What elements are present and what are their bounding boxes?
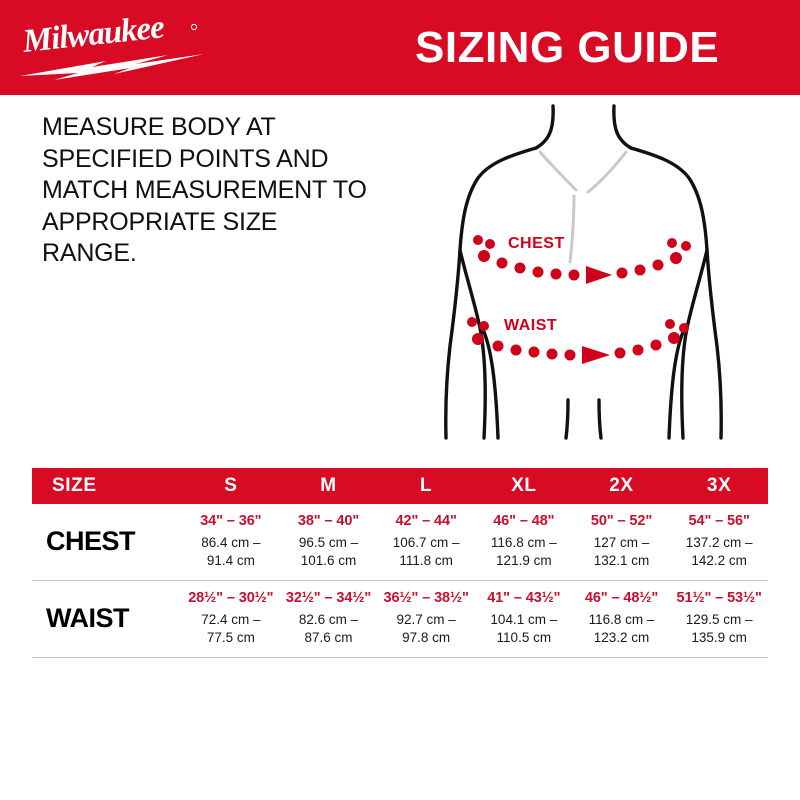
row-label-chest: CHEST: [46, 525, 136, 556]
chest-cm-l: 106.7 cm – 111.8 cm: [392, 534, 460, 568]
chest-inches-l: 42" – 44": [395, 513, 457, 529]
waist-inches-s: 28½" – 30½": [188, 590, 274, 606]
column-header-xl: XL: [511, 475, 537, 496]
chest-cell-l: 42" – 44" 106.7 cm – 111.8 cm: [377, 512, 475, 570]
instruction-text: MEASURE BODY AT SPECIFIED POINTS AND MAT…: [42, 113, 367, 267]
page-title: SIZING GUIDE: [415, 22, 720, 72]
table-row: CHEST 34" – 36" 86.4 cm – 91.4 cm 38" – …: [32, 504, 768, 581]
waist-cell-2x: 46" – 48½" 116.8 cm – 123.2 cm: [573, 589, 671, 647]
column-header-size: SIZE: [52, 475, 97, 496]
waist-band: WAIST: [467, 317, 689, 364]
chest-cell-xl: 46" – 48" 116.8 cm – 121.9 cm: [475, 512, 573, 570]
column-header-l: L: [420, 475, 433, 496]
column-header-3x: 3X: [706, 475, 732, 496]
chest-cell-3x: 54" – 56" 137.2 cm – 142.2 cm: [670, 512, 768, 570]
waist-cm-m: 82.6 cm – 87.6 cm: [298, 611, 359, 645]
page-header: Milwaukee SIZING GUIDE: [0, 0, 800, 95]
waist-cell-xl: 41" – 43½" 104.1 cm – 110.5 cm: [475, 589, 573, 647]
waist-inches-xl: 41" – 43½": [487, 590, 561, 606]
chest-band-label: CHEST: [508, 235, 565, 252]
milwaukee-logo: Milwaukee: [18, 14, 208, 82]
chest-cell-s: 34" – 36" 86.4 cm – 91.4 cm: [182, 512, 280, 570]
column-header-2x: 2X: [609, 475, 634, 496]
chest-band: CHEST: [473, 235, 691, 284]
waist-inches-m: 32½" – 34½": [285, 590, 372, 606]
chest-cm-3x: 137.2 cm – 142.2 cm: [685, 534, 753, 568]
chest-inches-3x: 54" – 56": [688, 513, 750, 529]
waist-cm-xl: 104.1 cm – 110.5 cm: [490, 611, 558, 645]
table-row: WAIST 28½" – 30½" 72.4 cm – 77.5 cm 32½"…: [32, 581, 768, 658]
waist-cm-s: 72.4 cm – 77.5 cm: [201, 611, 261, 645]
chest-cm-2x: 127 cm – 132.1 cm: [593, 534, 650, 568]
waist-inches-3x: 51½" – 53½": [676, 590, 762, 606]
table-header-row: SIZE S M L XL 2X 3X: [32, 468, 768, 504]
chest-cm-m: 96.5 cm – 101.6 cm: [298, 534, 359, 568]
waist-cell-3x: 51½" – 53½" 129.5 cm – 135.9 cm: [670, 589, 768, 647]
waist-cm-3x: 129.5 cm – 135.9 cm: [685, 611, 753, 645]
column-header-s: S: [224, 475, 238, 496]
waist-cell-m: 32½" – 34½" 82.6 cm – 87.6 cm: [280, 589, 378, 647]
chest-inches-m: 38" – 40": [297, 513, 360, 529]
chest-inches-2x: 50" – 52": [590, 513, 653, 529]
column-header-m: M: [320, 475, 337, 496]
waist-band-label: WAIST: [504, 317, 557, 334]
waist-inches-l: 36½" – 38½": [383, 590, 469, 606]
sizing-table: SIZE S M L XL 2X 3X CHEST 34" – 36" 86.4…: [32, 468, 768, 658]
row-label-waist: WAIST: [46, 602, 130, 633]
chest-cell-2x: 50" – 52" 127 cm – 132.1 cm: [573, 512, 671, 570]
waist-inches-2x: 46" – 48½": [584, 590, 659, 606]
chest-cm-xl: 116.8 cm – 121.9 cm: [490, 534, 557, 568]
waist-cm-l: 92.7 cm – 97.8 cm: [396, 611, 456, 645]
chest-inches-xl: 46" – 48": [493, 513, 555, 529]
waist-cm-2x: 116.8 cm – 123.2 cm: [588, 611, 655, 645]
waist-cell-l: 36½" – 38½" 92.7 cm – 97.8 cm: [377, 589, 475, 647]
svg-text:Milwaukee: Milwaukee: [20, 14, 166, 60]
chest-cell-m: 38" – 40" 96.5 cm – 101.6 cm: [280, 512, 378, 570]
chest-inches-s: 34" – 36": [200, 513, 262, 529]
chest-cm-s: 86.4 cm – 91.4 cm: [201, 534, 261, 568]
torso-measurement-diagram: CHEST WAIST: [420, 100, 750, 450]
waist-cell-s: 28½" – 30½" 72.4 cm – 77.5 cm: [182, 589, 280, 647]
